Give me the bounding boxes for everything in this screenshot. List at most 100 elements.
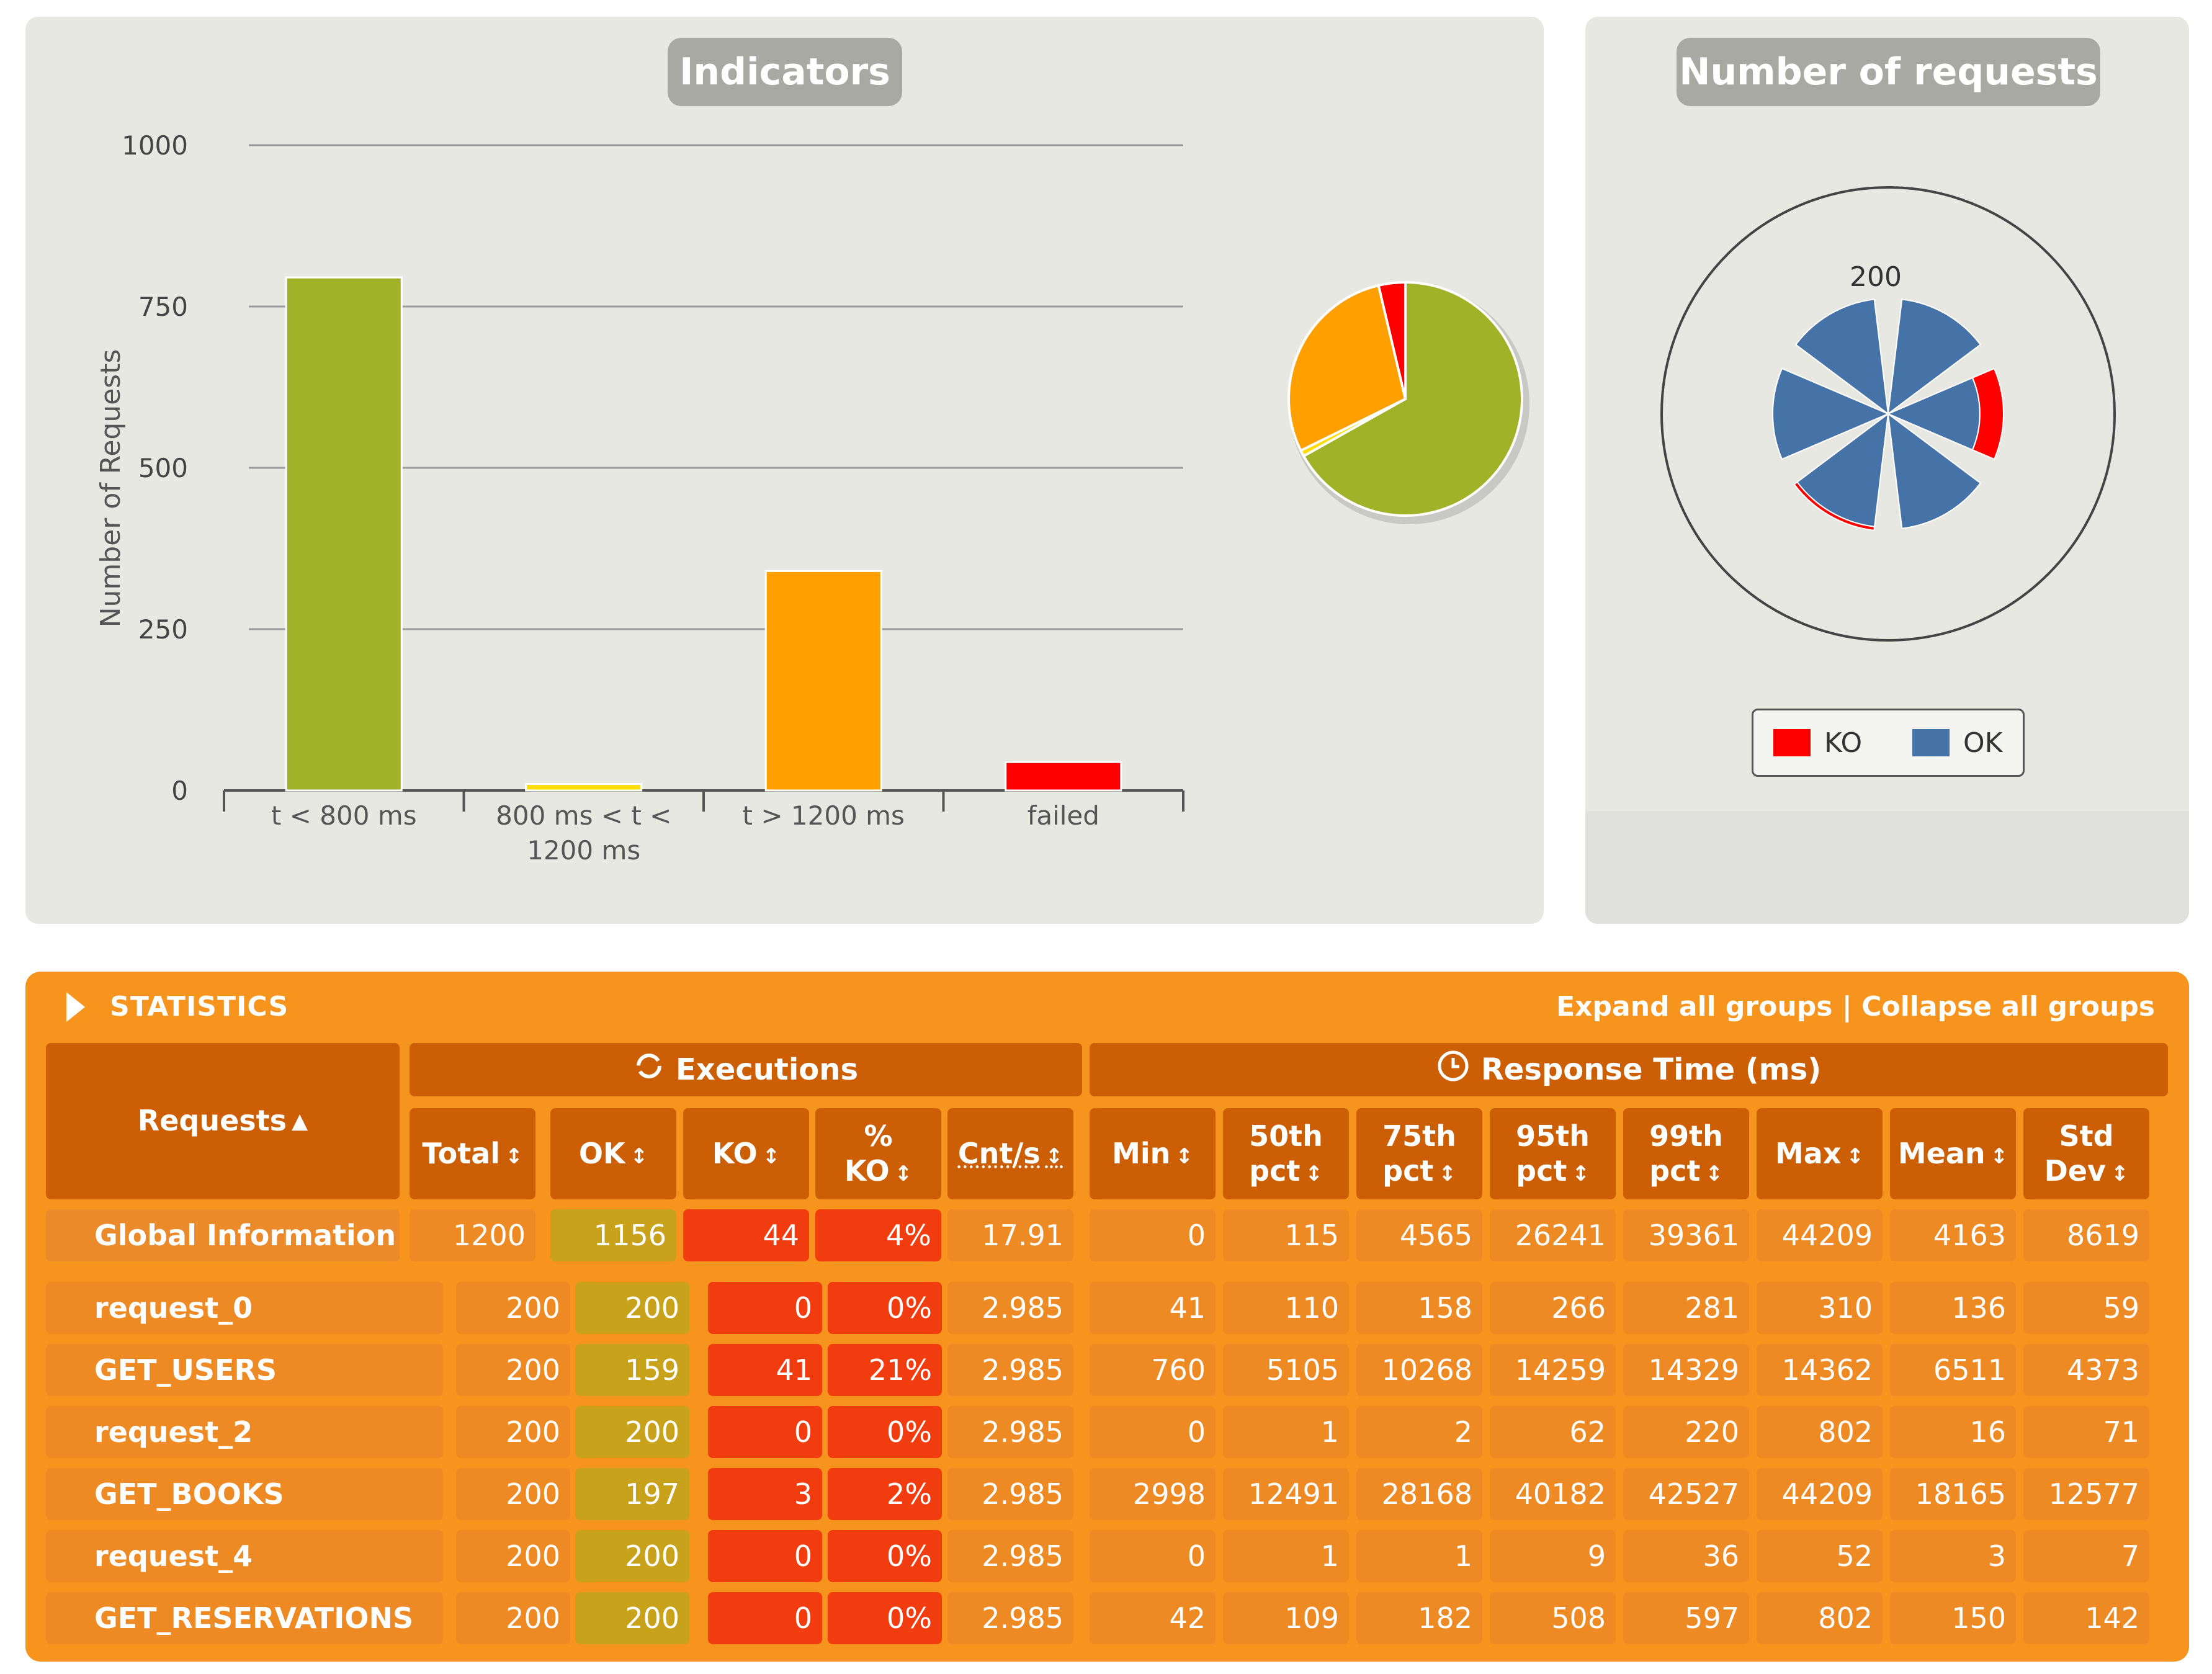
cell-value: 200 [506,1477,560,1511]
sort-icon[interactable]: ↕ [1305,1161,1323,1186]
y-tick-label: 1000 [122,130,188,161]
header-line: Dev ↕ [2044,1153,2129,1188]
cell-value: 508 [1551,1601,1606,1635]
cell-value: 42 [1169,1601,1206,1635]
global-information-row[interactable]: Global Information [46,1209,400,1261]
cell-value: 266 [1551,1291,1606,1325]
request-row-GET_BOOKS[interactable]: GET_BOOKS [46,1468,443,1520]
requests-column-header[interactable]: Requests ▲ [46,1043,400,1199]
column-header-p50[interactable]: 50th pct ↕ [1223,1108,1349,1199]
cell-value: 39361 [1648,1219,1739,1252]
global-p95-cell: 26241 [1490,1209,1616,1261]
request-row-request_2[interactable]: request_2 [46,1406,443,1458]
column-header-p75[interactable]: 75th pct ↕ [1356,1108,1482,1199]
ko-sector[interactable] [1971,367,2005,460]
request_4-ok-cell: 200 [575,1530,689,1582]
cell-value: 71 [2103,1415,2139,1449]
header-text: 75th pct ↕ [1382,1119,1456,1188]
cell-value: 0% [887,1291,932,1325]
column-header-mean[interactable]: Mean ↕ [1890,1108,2016,1199]
cell-value: 12491 [1248,1477,1339,1511]
column-header-ok[interactable]: OK ↕ [550,1108,676,1199]
global-std-cell: 8619 [2023,1209,2149,1261]
cell-value: 28168 [1381,1477,1472,1511]
row-name: request_4 [94,1539,253,1573]
sort-icon[interactable]: ↕ [1438,1161,1456,1186]
column-header-max[interactable]: Max ↕ [1757,1108,1883,1199]
GET_RESERVATIONS-p95-cell: 508 [1490,1592,1616,1644]
sort-icon[interactable]: ↕ [2110,1161,2129,1186]
legend-item-ko[interactable]: KO [1773,710,1862,775]
link-separator: | [1832,991,1862,1023]
refresh-icon [634,1050,665,1089]
cell-value: 10268 [1381,1353,1472,1387]
header-line: Total ↕ [422,1136,523,1170]
legend-item-ok[interactable]: OK [1912,710,2003,775]
request_2-max-cell: 802 [1757,1406,1883,1458]
request-row-GET_RESERVATIONS[interactable]: GET_RESERVATIONS [46,1592,443,1644]
sort-icon[interactable]: ↕ [894,1161,913,1186]
pie-slice[interactable] [1377,280,1407,400]
ko-sector[interactable] [1793,481,1876,531]
request-row-request_0[interactable]: request_0 [46,1282,443,1334]
GET_USERS-pct_ko-cell: 21% [828,1344,942,1396]
column-header-min[interactable]: Min ↕ [1090,1108,1216,1199]
sort-icon[interactable]: ↕ [1846,1144,1865,1169]
GET_BOOKS-pct_ko-cell: 2% [828,1468,942,1520]
cell-value: 182 [1418,1601,1472,1635]
pie-slice[interactable] [1287,284,1407,452]
header-line: 50th [1249,1119,1323,1153]
column-header-p99[interactable]: 99th pct ↕ [1623,1108,1749,1199]
GET_USERS-p75-cell: 10268 [1356,1344,1482,1396]
bar[interactable] [525,783,643,792]
column-header-p95[interactable]: 95th pct ↕ [1490,1108,1616,1199]
cell-value: 281 [1685,1291,1739,1325]
request_0-std-cell: 59 [2023,1282,2149,1334]
sort-ascending-icon[interactable]: ▲ [292,1108,308,1134]
response-time-label: Response Time (ms) [1480,1052,1822,1087]
sort-icon[interactable]: ↕ [1045,1144,1063,1169]
column-header-total[interactable]: Total ↕ [410,1108,535,1199]
sort-icon[interactable]: ↕ [762,1144,781,1169]
cell-value: 42527 [1648,1477,1739,1511]
column-header-ko[interactable]: KO ↕ [683,1108,809,1199]
request_2-std-cell: 71 [2023,1406,2149,1458]
collapse-all-groups-link[interactable]: Collapse all groups [1861,991,2155,1023]
statistics-title[interactable]: STATISTICS [110,991,289,1023]
request-row-request_4[interactable]: request_4 [46,1530,443,1582]
sort-icon[interactable]: ↕ [505,1144,523,1169]
header-line: KO ↕ [844,1153,913,1188]
bar[interactable] [764,570,882,792]
cell-value: 310 [1818,1291,1873,1325]
global-ko-cell: 44 [683,1209,809,1261]
cell-value: 1 [1320,1539,1339,1573]
ok-sector[interactable] [1794,298,1889,414]
column-header-cnt[interactable]: Cnt/s ↕ [947,1108,1073,1199]
sort-icon[interactable]: ↕ [630,1144,648,1169]
column-header-std[interactable]: Std Dev ↕ [2023,1108,2149,1199]
row-name: GET_USERS [94,1353,277,1387]
indicators-panel: Indicators Number of Requests 0 250 500 750… [25,17,1544,924]
column-header-pct_ko[interactable]: % KO ↕ [815,1108,941,1199]
bar[interactable] [285,276,403,792]
bar[interactable] [1005,761,1122,792]
requests-header-label: Requests [137,1104,287,1138]
header-line: Mean ↕ [1897,1136,2008,1170]
sort-icon[interactable]: ↕ [1175,1144,1193,1169]
cell-value: 44 [763,1219,799,1252]
cell-value: 109 [1284,1601,1339,1635]
cell-value: 17.91 [982,1219,1063,1252]
sort-icon[interactable]: ↕ [1705,1161,1723,1186]
sort-icon[interactable]: ↕ [1572,1161,1590,1186]
ok-swatch-icon [1912,729,1950,756]
request_0-p95-cell: 266 [1490,1282,1616,1334]
cell-value: 2 [1454,1415,1472,1449]
pie-slice[interactable] [1302,280,1523,517]
request-row-GET_USERS[interactable]: GET_USERS [46,1344,443,1396]
expand-all-groups-link[interactable]: Expand all groups [1556,991,1833,1023]
sort-icon[interactable]: ↕ [1990,1144,2008,1169]
GET_RESERVATIONS-min-cell: 42 [1090,1592,1216,1644]
cell-value: 2998 [1132,1477,1206,1511]
collapse-arrow-icon[interactable] [66,992,85,1022]
header-line: 95th [1516,1119,1590,1153]
